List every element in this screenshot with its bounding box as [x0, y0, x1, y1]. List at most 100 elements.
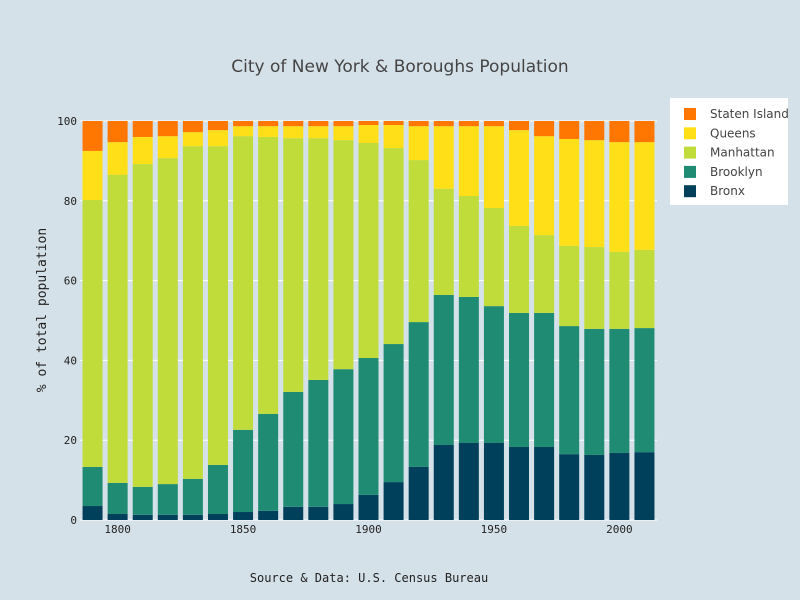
bar-staten-island-1930 [433, 121, 454, 127]
bar-queens-1920 [408, 126, 429, 161]
y-tick-label: 60 [64, 275, 77, 288]
bar-staten-island-2000 [609, 121, 630, 143]
y-tick-label: 100 [57, 115, 77, 128]
legend-label-manhattan[interactable]: Manhattan [710, 146, 775, 160]
bar-bronx-1870 [283, 506, 304, 520]
bar-brooklyn-1890 [333, 369, 354, 505]
legend-label-bronx[interactable]: Bronx [710, 184, 745, 198]
bar-queens-1960 [509, 130, 530, 226]
bar-brooklyn-1950 [483, 306, 504, 443]
bar-manhattan-1930 [433, 188, 454, 295]
y-tick-label: 20 [64, 434, 77, 447]
bar-manhattan-1920 [408, 160, 429, 323]
bar-queens-1870 [283, 126, 304, 139]
bar-queens-1900 [358, 124, 379, 143]
source-annotation: Source & Data: U.S. Census Bureau [250, 571, 488, 585]
bar-queens-1800 [107, 142, 128, 175]
bar-bronx-2010 [634, 452, 655, 520]
bar-brooklyn-1800 [107, 482, 128, 515]
bar-queens-1820 [157, 136, 178, 159]
legend: Staten Island Queens Manhattan Brooklyn Bron… [670, 98, 789, 205]
bar-staten-island-1910 [383, 121, 404, 125]
bar-manhattan-1990 [584, 247, 605, 329]
y-tick-label: 0 [70, 514, 77, 527]
bar-staten-island-1790 [82, 121, 103, 151]
bar-queens-1860 [258, 126, 279, 137]
x-tick-label: 1950 [481, 523, 508, 536]
bar-queens-1790 [82, 150, 103, 201]
bar-queens-1840 [207, 130, 228, 147]
y-axis-ticks: 0 20 40 60 80 100 [57, 115, 77, 527]
bar-staten-island-1980 [559, 121, 580, 139]
bar-bronx-1940 [458, 442, 479, 520]
bar-manhattan-2000 [609, 251, 630, 329]
legend-swatch-manhattan [684, 146, 696, 159]
bar-staten-island-1860 [258, 121, 279, 127]
bar-manhattan-1800 [107, 174, 128, 483]
bar-manhattan-1890 [333, 140, 354, 370]
x-tick-label: 2000 [606, 523, 633, 536]
bar-bronx-1930 [433, 444, 454, 520]
bar-queens-1930 [433, 126, 454, 189]
legend-label-queens[interactable]: Queens [710, 126, 756, 140]
y-axis-label: % of total population [35, 228, 50, 392]
legend-swatch-bronx [684, 185, 696, 198]
bar-bronx-1970 [534, 446, 555, 520]
bar-queens-1910 [383, 124, 404, 149]
bar-queens-2010 [634, 142, 655, 250]
bar-bronx-1990 [584, 454, 605, 520]
y-tick-label: 40 [64, 354, 77, 367]
legend-label-staten-island[interactable]: Staten Island [710, 107, 789, 121]
bar-bronx-1810 [132, 514, 153, 520]
bar-brooklyn-1940 [458, 296, 479, 443]
bar-queens-1940 [458, 126, 479, 197]
bar-manhattan-1880 [308, 138, 329, 380]
bar-manhattan-1970 [534, 235, 555, 313]
bar-brooklyn-1840 [207, 464, 228, 515]
bar-bronx-1790 [82, 506, 103, 520]
bar-staten-island-1960 [509, 121, 530, 131]
bar-manhattan-1810 [132, 164, 153, 487]
bar-queens-1830 [182, 132, 203, 147]
bar-brooklyn-1910 [383, 344, 404, 483]
bar-bronx-1950 [483, 442, 504, 520]
bar-bronx-1960 [509, 446, 530, 520]
x-tick-label: 1800 [104, 523, 131, 536]
bar-manhattan-1830 [182, 146, 203, 479]
bar-staten-island-1880 [308, 121, 329, 127]
bar-brooklyn-1810 [132, 486, 153, 515]
bar-manhattan-1960 [509, 225, 530, 313]
bar-staten-island-1940 [458, 121, 479, 127]
bar-queens-1950 [483, 126, 504, 208]
bar-manhattan-2010 [634, 249, 655, 329]
bar-staten-island-1830 [182, 121, 203, 133]
bar-queens-1890 [333, 126, 354, 141]
bar-brooklyn-1960 [509, 312, 530, 447]
bar-bronx-1800 [107, 514, 128, 520]
bar-queens-1980 [559, 138, 580, 246]
bar-brooklyn-1930 [433, 294, 454, 445]
bar-brooklyn-1830 [182, 478, 203, 515]
legend-swatch-queens [684, 127, 696, 140]
x-tick-label: 1900 [355, 523, 382, 536]
bar-queens-1810 [132, 136, 153, 165]
bar-staten-island-1950 [483, 121, 504, 127]
bar-brooklyn-1860 [258, 413, 279, 511]
bar-queens-1990 [584, 140, 605, 248]
bar-brooklyn-2010 [634, 328, 655, 453]
bar-staten-island-1850 [233, 121, 254, 127]
bar-staten-island-1800 [107, 121, 128, 143]
legend-swatch-staten-island [684, 108, 696, 120]
bar-bronx-1880 [308, 506, 329, 520]
bar-brooklyn-1980 [559, 326, 580, 455]
bar-brooklyn-1870 [283, 391, 304, 507]
bar-brooklyn-1920 [408, 322, 429, 467]
bar-bronx-1890 [333, 504, 354, 520]
bar-brooklyn-1820 [157, 484, 178, 515]
bar-queens-2000 [609, 142, 630, 252]
legend-label-brooklyn[interactable]: Brooklyn [710, 165, 763, 179]
bar-brooklyn-1900 [358, 358, 379, 495]
bar-brooklyn-1850 [233, 429, 254, 513]
bar-bronx-1900 [358, 494, 379, 520]
